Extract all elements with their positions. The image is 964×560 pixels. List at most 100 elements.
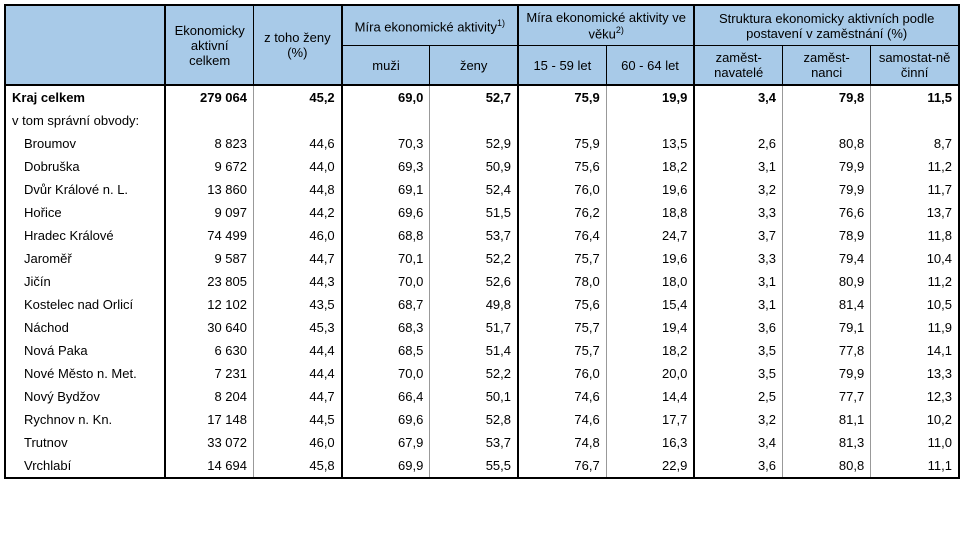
row-c5: 74,6: [518, 408, 606, 431]
row-c9: 10,2: [871, 408, 959, 431]
row-c5: 75,7: [518, 247, 606, 270]
row-c4: 52,6: [430, 270, 518, 293]
row-c4: 49,8: [430, 293, 518, 316]
row-c9: 11,2: [871, 155, 959, 178]
table-row: Hradec Králové74 49946,068,853,776,424,7…: [5, 224, 959, 247]
row-c8: 81,3: [783, 431, 871, 454]
row-c5: 78,0: [518, 270, 606, 293]
row-c9: 13,3: [871, 362, 959, 385]
table-row: Dobruška9 67244,069,350,975,618,23,179,9…: [5, 155, 959, 178]
row-c6: 16,3: [606, 431, 694, 454]
row-c9: 11,8: [871, 224, 959, 247]
header-total: Ekonomicky aktivní celkem: [165, 5, 253, 85]
row-c3: 68,5: [342, 339, 430, 362]
total-c5: 75,9: [518, 85, 606, 109]
row-c8: 81,4: [783, 293, 871, 316]
row-c5: 75,9: [518, 132, 606, 155]
row-c7: 3,7: [694, 224, 782, 247]
header-women2: ženy: [430, 46, 518, 86]
row-c6: 22,9: [606, 454, 694, 478]
row-c4: 52,8: [430, 408, 518, 431]
row-c9: 14,1: [871, 339, 959, 362]
table-row: Kostelec nad Orlicí12 10243,568,749,875,…: [5, 293, 959, 316]
row-c3: 69,1: [342, 178, 430, 201]
row-c3: 69,3: [342, 155, 430, 178]
row-c1: 17 148: [165, 408, 253, 431]
row-c4: 51,5: [430, 201, 518, 224]
header-activity-label: Míra ekonomické aktivity: [355, 19, 497, 34]
row-c7: 3,1: [694, 155, 782, 178]
row-c9: 12,3: [871, 385, 959, 408]
row-c6: 18,0: [606, 270, 694, 293]
row-c9: 10,4: [871, 247, 959, 270]
row-c5: 76,0: [518, 178, 606, 201]
row-c4: 50,1: [430, 385, 518, 408]
row-label: Jičín: [5, 270, 165, 293]
row-c5: 76,0: [518, 362, 606, 385]
row-c8: 81,1: [783, 408, 871, 431]
table-row: Vrchlabí14 69445,869,955,576,722,93,680,…: [5, 454, 959, 478]
row-c6: 14,4: [606, 385, 694, 408]
row-label: Nový Bydžov: [5, 385, 165, 408]
row-c7: 2,5: [694, 385, 782, 408]
row-c7: 3,4: [694, 431, 782, 454]
total-c8: 79,8: [783, 85, 871, 109]
row-c8: 76,6: [783, 201, 871, 224]
row-c9: 11,1: [871, 454, 959, 478]
economic-activity-table: Ekonomicky aktivní celkem z toho ženy (%…: [4, 4, 960, 479]
row-c6: 17,7: [606, 408, 694, 431]
row-c1: 7 231: [165, 362, 253, 385]
row-c5: 74,8: [518, 431, 606, 454]
row-c1: 13 860: [165, 178, 253, 201]
row-c3: 68,7: [342, 293, 430, 316]
row-label: Trutnov: [5, 431, 165, 454]
row-c7: 3,2: [694, 178, 782, 201]
row-c9: 11,9: [871, 316, 959, 339]
table-row: Nová Paka6 63044,468,551,475,718,23,577,…: [5, 339, 959, 362]
row-c5: 76,7: [518, 454, 606, 478]
row-c1: 74 499: [165, 224, 253, 247]
row-c9: 8,7: [871, 132, 959, 155]
row-c3: 69,6: [342, 201, 430, 224]
header-blank: [5, 5, 165, 85]
row-c1: 9 097: [165, 201, 253, 224]
row-c2: 44,7: [254, 247, 342, 270]
row-c7: 3,2: [694, 408, 782, 431]
table-body: Kraj celkem 279 064 45,2 69,0 52,7 75,9 …: [5, 85, 959, 478]
row-c4: 52,2: [430, 362, 518, 385]
row-c6: 24,7: [606, 224, 694, 247]
row-c2: 43,5: [254, 293, 342, 316]
row-c3: 69,6: [342, 408, 430, 431]
total-c6: 19,9: [606, 85, 694, 109]
row-c7: 3,3: [694, 247, 782, 270]
row-c4: 51,4: [430, 339, 518, 362]
row-c1: 33 072: [165, 431, 253, 454]
row-c6: 19,4: [606, 316, 694, 339]
row-c3: 69,9: [342, 454, 430, 478]
row-c4: 53,7: [430, 224, 518, 247]
row-label: Hořice: [5, 201, 165, 224]
row-c6: 20,0: [606, 362, 694, 385]
table-row: Jaroměř9 58744,770,152,275,719,63,379,41…: [5, 247, 959, 270]
total-c4: 52,7: [430, 85, 518, 109]
table-row: Dvůr Králové n. L.13 86044,869,152,476,0…: [5, 178, 959, 201]
table-header: Ekonomicky aktivní celkem z toho ženy (%…: [5, 5, 959, 85]
row-c9: 11,7: [871, 178, 959, 201]
row-label: Vrchlabí: [5, 454, 165, 478]
row-c9: 11,2: [871, 270, 959, 293]
row-c3: 70,3: [342, 132, 430, 155]
subheader-label: v tom správní obvody:: [5, 109, 165, 132]
row-c8: 80,8: [783, 454, 871, 478]
row-c2: 45,3: [254, 316, 342, 339]
row-c4: 52,2: [430, 247, 518, 270]
row-c8: 79,9: [783, 362, 871, 385]
row-c6: 18,2: [606, 339, 694, 362]
row-c6: 19,6: [606, 247, 694, 270]
row-c1: 23 805: [165, 270, 253, 293]
row-c1: 8 823: [165, 132, 253, 155]
total-c7: 3,4: [694, 85, 782, 109]
row-label: Náchod: [5, 316, 165, 339]
row-c9: 10,5: [871, 293, 959, 316]
row-c1: 12 102: [165, 293, 253, 316]
row-label: Kostelec nad Orlicí: [5, 293, 165, 316]
